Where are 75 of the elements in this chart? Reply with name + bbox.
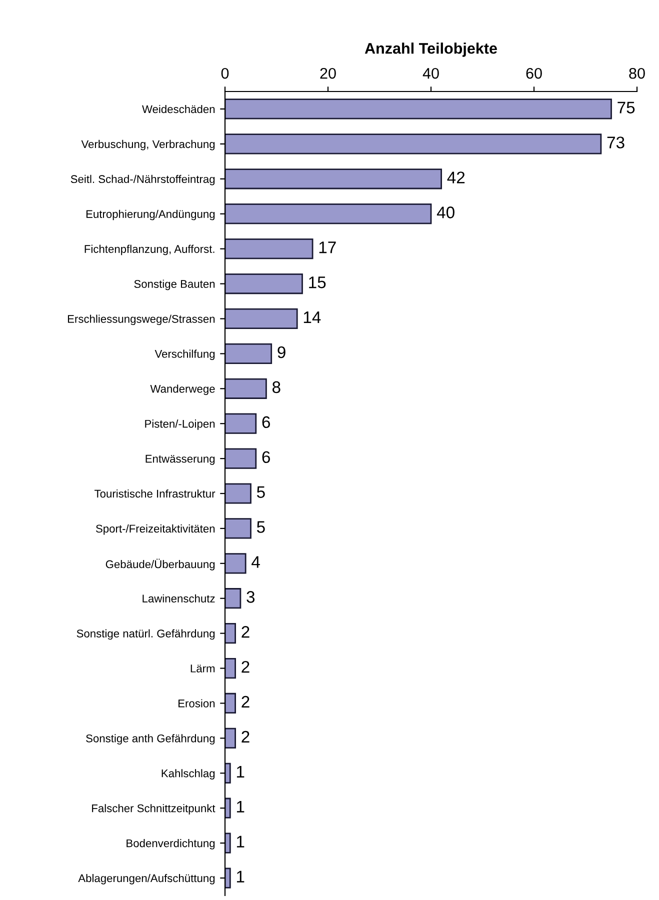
y-tick-label: Erschliessungswege/Strassen [68,314,215,326]
data-label: 2 [242,730,250,743]
y-tick-label: Touristische Infrastruktur [94,489,216,498]
bar [225,98,612,120]
bar [225,273,303,294]
bar [225,798,231,818]
y-tick-label: Verbuschung, Verbrachung [81,140,215,150]
y-tick-label: Entwässerung [146,454,215,465]
data-label: 1 [236,766,244,778]
bar [225,204,432,224]
data-label: 4 [252,556,260,568]
x-tick-label: 60 [526,68,542,79]
bar [225,832,231,854]
bar [225,553,246,574]
bar [225,728,236,749]
y-tick-label: Seitl. Schad-/Nährstoffeintrag [70,174,215,186]
data-label: 1 [236,870,244,882]
y-tick-label: Lärm [190,664,215,672]
data-label: 42 [447,172,465,184]
data-label: 2 [242,626,250,638]
y-tick-label: Bodenverdichtung [126,839,215,850]
bar [225,448,257,469]
data-label: 1 [236,800,244,812]
y-tick-label: Weideschäden [142,104,215,114]
data-label: 73 [607,136,624,148]
data-label: 14 [304,312,321,324]
bar [225,658,236,679]
data-label: 1 [236,836,244,848]
bar [225,343,272,364]
y-tick-label: Pisten/-Loipen [145,420,215,430]
bar [225,308,298,330]
data-label: 15 [309,276,326,288]
y-tick-label: Falscher Schnittzeitpunkt [92,804,216,814]
bar [225,168,442,190]
y-tick-label: Sport-/Freizeitaktivitäten [96,524,215,535]
data-label: 40 [436,206,454,218]
data-label: 17 [319,242,336,254]
bar [225,762,231,784]
bar [225,238,314,260]
y-tick-label: Sonstige natürl. Gefährdung [76,629,215,640]
y-tick-label: Erosion [178,699,215,708]
data-label: 8 [272,381,280,394]
y-tick-label: Sonstige anth Gefährdung [86,734,215,745]
y-tick-label: Verschilfung [154,350,215,360]
y-tick-label: Kahlschlag [162,769,215,780]
bar [225,623,236,644]
y-tick-label: Eutrophierung/Andüngung [86,210,215,220]
y-tick-label: Lawinenschutz [142,594,215,603]
bar [225,588,242,609]
bar [225,134,602,154]
x-tick-label: 40 [422,68,439,79]
bar [225,483,252,504]
y-tick-label: Wanderwege [150,384,215,395]
y-tick-label: Fichtenpflanzung, Aufforst. [84,244,214,256]
bar [225,378,267,399]
x-tick-label: 80 [629,68,645,79]
data-label: 6 [262,416,270,428]
data-label: 5 [256,521,265,533]
bar [225,413,257,434]
bar [225,692,236,714]
data-label: 9 [278,346,286,358]
y-tick-label: Gebäude/Überbauung [106,558,215,570]
y-tick-label: Sonstige Bauten [134,280,215,290]
data-label: 5 [256,486,265,498]
data-label: 2 [242,660,250,673]
bar [225,868,231,888]
data-label: 3 [246,591,255,603]
data-label: 75 [618,102,635,114]
x-axis-title: Anzahl Teilobjekte [364,42,497,57]
data-label: 6 [262,451,270,464]
data-label: 2 [242,696,250,708]
bar [225,518,252,539]
x-tick-label: 0 [221,68,229,79]
y-tick-label: Ablagerungen/Aufschüttung [78,874,215,884]
x-tick-label: 20 [320,68,336,79]
